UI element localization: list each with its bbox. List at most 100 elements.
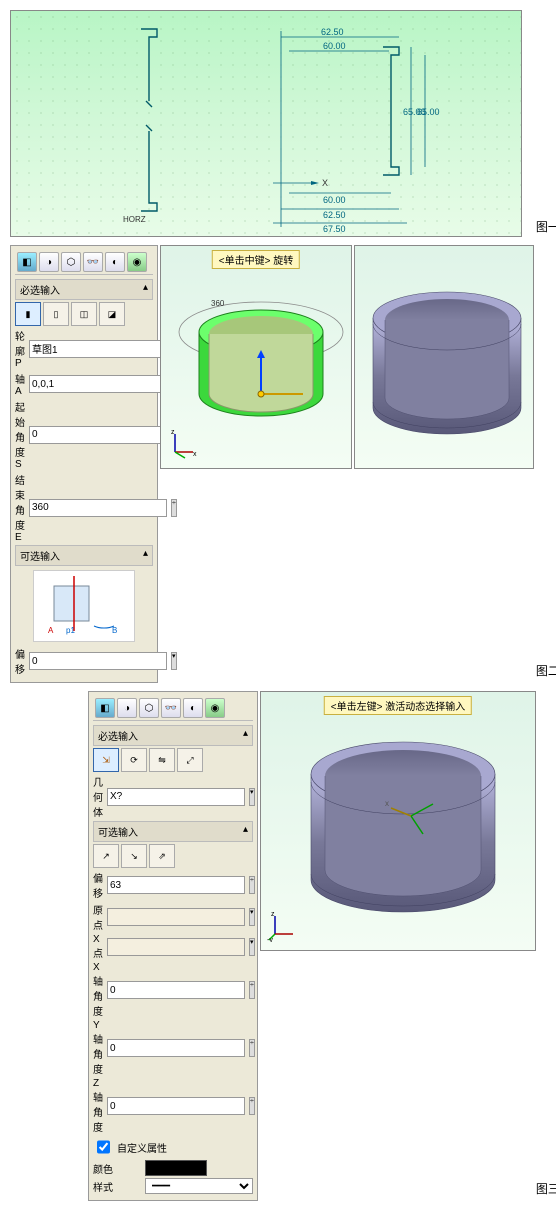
tool-wire-icon[interactable]: ⬡: [61, 252, 81, 272]
spinner-geom[interactable]: ▾: [249, 788, 255, 806]
tab-mirror-icon[interactable]: ⇋: [149, 748, 175, 772]
tool-view-icon[interactable]: 👓: [83, 252, 103, 272]
revolve-panel: ◧ ◑ ⬡ 👓 ◐ ◉ 必选输入▴ ▮ ▯ ◫ ◪ 轮廓 P ▾: [10, 245, 158, 683]
right-sketch: X 62.50 60.00 65.00 65.00 60.00 62.50 67…: [273, 27, 440, 234]
spinner-xang[interactable]: ÷: [249, 981, 255, 999]
spinner-zang[interactable]: ÷: [249, 1097, 255, 1115]
tool-cube-icon[interactable]: ◧: [17, 252, 37, 272]
figure-2-label: 图二↲: [536, 662, 556, 679]
label-axis: 轴 A: [15, 371, 25, 397]
svg-text:p1: p1: [66, 626, 75, 635]
dim-right2: 65.00: [417, 107, 440, 117]
row-end: 结束角度 E ÷: [15, 472, 153, 543]
collapse-icon-2[interactable]: ▴: [143, 548, 148, 563]
tab-move-icon[interactable]: ⇲: [93, 748, 119, 772]
spinner-yang[interactable]: ÷: [249, 1039, 255, 1057]
row-axis: 轴 A ▾: [15, 371, 153, 397]
tab-intersect-icon[interactable]: ◪: [99, 302, 125, 326]
input-geom[interactable]: [107, 788, 245, 806]
section-optional-3: 可选输入▴: [93, 821, 253, 842]
horz-label: HORZ: [123, 215, 146, 224]
row-custom: 自定义属性: [93, 1136, 253, 1158]
input-origin[interactable]: [107, 908, 245, 926]
spinner-end[interactable]: ÷: [171, 499, 177, 517]
section-required-3: 必选输入▴: [93, 725, 253, 746]
input-xpt[interactable]: [107, 938, 245, 956]
sketch-svg: HORZ X 62.50 60.00 65.00 65.00: [11, 11, 521, 236]
tool-merge-icon[interactable]: ◑: [39, 252, 59, 272]
right-profile: [383, 47, 399, 175]
label-color: 颜色: [93, 1161, 141, 1176]
hint-label: <单击中键> 旋转: [212, 250, 300, 269]
tool-surface-icon[interactable]: ◉: [127, 252, 147, 272]
tab-dir1-icon[interactable]: ↗: [93, 844, 119, 868]
row-style: 样式 ━━━: [93, 1178, 253, 1194]
axis-preview: A p1 B: [33, 570, 135, 642]
tab-dir2-icon[interactable]: ↘: [121, 844, 147, 868]
feature-toolbar-3: ◧ ◑ ⬡ 👓 ◐ ◉: [93, 696, 253, 721]
tab-solid-icon[interactable]: ▮: [15, 302, 41, 326]
left-profile: [141, 29, 157, 211]
figure-2: ◧ ◑ ⬡ 👓 ◐ ◉ 必选输入▴ ▮ ▯ ◫ ◪ 轮廓 P ▾: [10, 245, 556, 683]
color-swatch[interactable]: [145, 1160, 207, 1176]
direction-tabs: ↗ ↘ ⇗: [93, 844, 253, 868]
tab-cut-icon[interactable]: ◫: [71, 302, 97, 326]
transform-viewport[interactable]: <单击左键> 激活动态选择输入: [260, 691, 536, 951]
input-offset[interactable]: [29, 652, 167, 670]
label-geom: 几何体: [93, 774, 103, 819]
label-custom: 自定义属性: [117, 1140, 167, 1155]
tool-merge-icon[interactable]: ◑: [117, 698, 137, 718]
checkbox-custom[interactable]: [97, 1139, 110, 1155]
figure-3-label: 图三↲: [536, 1180, 556, 1197]
label-style: 样式: [93, 1179, 141, 1194]
sketch-canvas: HORZ X 62.50 60.00 65.00 65.00: [10, 10, 522, 237]
view-triad: zx: [167, 428, 199, 462]
spinner-offset[interactable]: ▾: [171, 652, 177, 670]
label-xang: X 轴角度: [93, 962, 103, 1018]
label-yang: Y 轴角度: [93, 1020, 103, 1076]
input-xang[interactable]: [107, 981, 245, 999]
tool-wire-icon[interactable]: ⬡: [139, 698, 159, 718]
result-viewport[interactable]: [354, 245, 534, 469]
label-zang: Z 轴角度: [93, 1078, 103, 1134]
row-xpt: X 点 ▾: [93, 934, 253, 960]
tab-dir3-icon[interactable]: ⇗: [149, 844, 175, 868]
dim-top2: 60.00: [323, 41, 346, 51]
preview-viewport[interactable]: <单击中键> 旋转 360 zx: [160, 245, 352, 469]
spinner-origin[interactable]: ▾: [249, 908, 255, 926]
tool-section-icon[interactable]: ◐: [105, 252, 125, 272]
row-origin: 原点 ▾: [93, 902, 253, 932]
tool-section-icon[interactable]: ◐: [183, 698, 203, 718]
tab-rotate-icon[interactable]: ⟳: [121, 748, 147, 772]
tool-cube-icon[interactable]: ◧: [95, 698, 115, 718]
input-zang[interactable]: [107, 1097, 245, 1115]
input-start[interactable]: [29, 426, 167, 444]
dim-bot1: 60.00: [323, 195, 346, 205]
input-profile[interactable]: [29, 340, 167, 358]
collapse-icon[interactable]: ▴: [243, 728, 248, 743]
transform-mode-tabs: ⇲ ⟳ ⇋ ⤢: [93, 748, 253, 772]
axis-x-label: X: [322, 178, 328, 188]
input-end[interactable]: [29, 499, 167, 517]
figure-1-label: 图一↲: [536, 218, 556, 235]
spinner-xpt[interactable]: ▾: [249, 938, 255, 956]
collapse-icon-2[interactable]: ▴: [243, 824, 248, 839]
tab-scale-icon[interactable]: ⤢: [177, 748, 203, 772]
label-offset3: 偏移: [93, 870, 103, 900]
input-offset3[interactable]: [107, 876, 245, 894]
tool-view-icon[interactable]: 👓: [161, 698, 181, 718]
revolve-type-tabs: ▮ ▯ ◫ ◪: [15, 302, 153, 326]
svg-text:x: x: [385, 799, 389, 808]
input-yang[interactable]: [107, 1039, 245, 1057]
label-offset: 偏移: [15, 646, 25, 676]
label-xpt: X 点: [93, 934, 103, 960]
select-style[interactable]: ━━━: [145, 1178, 253, 1194]
row-profile: 轮廓 P ▾: [15, 328, 153, 369]
feature-toolbar: ◧ ◑ ⬡ 👓 ◐ ◉: [15, 250, 153, 275]
input-axis[interactable]: [29, 375, 167, 393]
break-mark-left: [146, 101, 152, 131]
tool-surface-icon[interactable]: ◉: [205, 698, 225, 718]
tab-thin-icon[interactable]: ▯: [43, 302, 69, 326]
collapse-icon[interactable]: ▴: [143, 282, 148, 297]
spinner-offset3[interactable]: ÷: [249, 876, 255, 894]
